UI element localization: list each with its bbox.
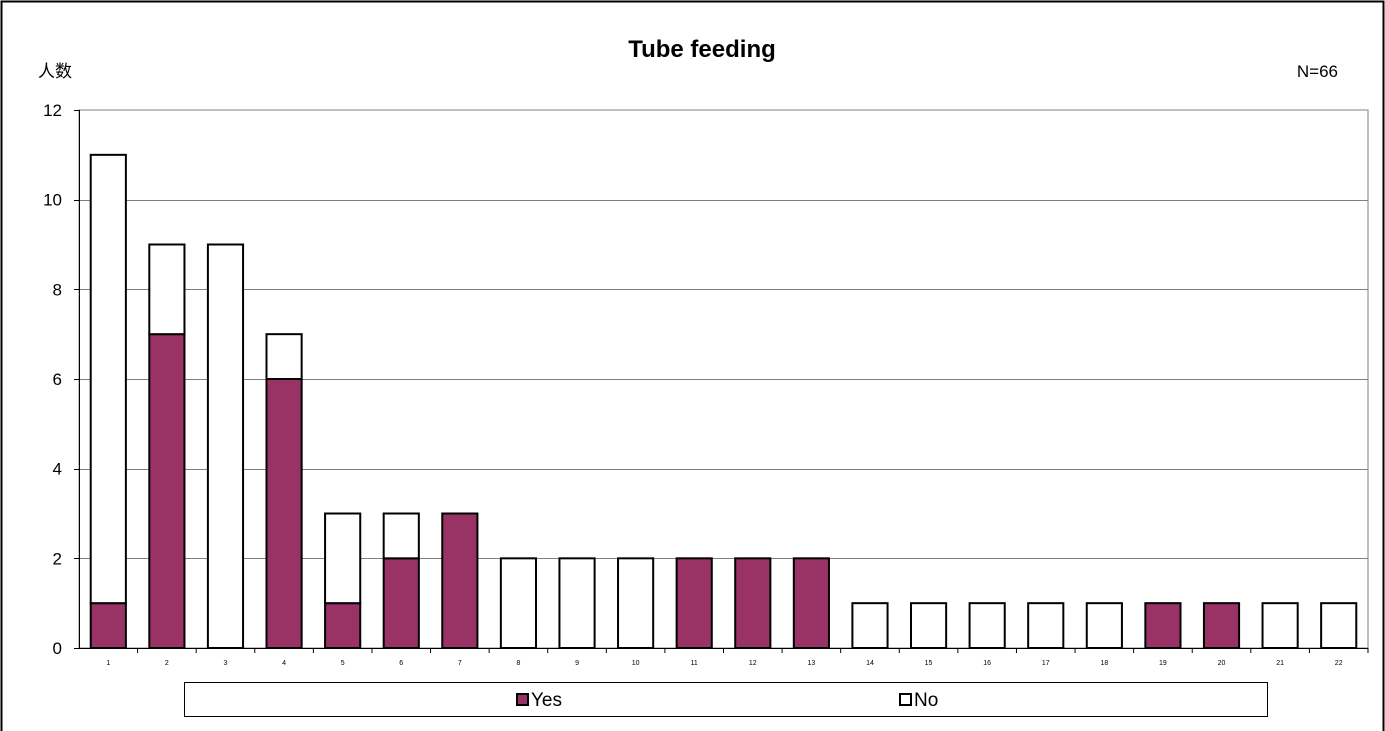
bar-yes-4	[265, 378, 303, 649]
x-tick-label: 11	[691, 660, 698, 667]
y-tick-label: 0	[53, 639, 62, 658]
y-tick-label: 12	[43, 101, 62, 120]
bar-no-3	[206, 243, 245, 649]
x-tick-label: 20	[1218, 660, 1226, 667]
bar-yes-7	[441, 512, 479, 649]
bar-no-5	[324, 512, 362, 605]
bar-no-17	[1027, 602, 1065, 650]
bar-yes-5	[324, 602, 362, 650]
x-tick-label: 2	[165, 660, 169, 667]
y-tick-label: 6	[53, 370, 62, 389]
bar-yes-20	[1202, 602, 1241, 650]
bar-no-10	[617, 557, 655, 649]
x-tick-label: 7	[458, 660, 462, 667]
bar-yes-1	[89, 602, 127, 650]
x-axis-ticks: 1 2 3 4 5 6 7 8 9 10 11 12 13 14 15 16 17 18 19 20 21 22	[106, 648, 1369, 667]
x-tick-label: 18	[1100, 660, 1108, 667]
y-axis-ticks: 0 2 4 6 8 10 12	[43, 101, 79, 658]
bar-no-2	[148, 243, 186, 336]
y-axis-label: 人数	[38, 62, 72, 82]
bar-yes-19	[1144, 602, 1182, 650]
x-tick-label: 16	[983, 660, 991, 667]
bars	[89, 153, 1358, 650]
y-tick-label: 8	[53, 280, 62, 299]
x-tick-label: 1	[106, 660, 110, 667]
legend-swatch-no	[899, 693, 912, 706]
x-tick-label: 8	[516, 660, 520, 667]
bar-no-6	[382, 512, 420, 560]
bar-no-16	[968, 602, 1006, 650]
bar-no-22	[1320, 602, 1358, 650]
y-tick-label: 4	[53, 460, 62, 479]
x-tick-label: 9	[575, 660, 579, 667]
bar-yes-11	[675, 557, 713, 649]
bar-no-18	[1085, 602, 1123, 650]
legend: Yes No	[184, 682, 1268, 717]
x-tick-label: 12	[749, 660, 757, 667]
bar-yes-6	[382, 557, 420, 649]
legend-box	[184, 682, 1268, 717]
bar-no-14	[851, 602, 889, 650]
x-tick-label: 15	[925, 660, 933, 667]
bar-yes-2	[148, 333, 186, 649]
bar-no-9	[558, 557, 596, 649]
legend-swatch-yes	[516, 693, 529, 706]
x-tick-label: 6	[399, 660, 403, 667]
x-tick-label: 3	[224, 660, 228, 667]
y-tick-label: 10	[43, 191, 62, 210]
bar-yes-13	[792, 557, 830, 649]
bar-no-4	[265, 333, 303, 380]
x-tick-label: 10	[632, 660, 640, 667]
sample-size-note: N=66	[1297, 62, 1338, 81]
chart-title: Tube feeding	[628, 36, 776, 63]
x-tick-label: 14	[866, 660, 874, 667]
x-tick-label: 4	[282, 660, 286, 667]
bar-no-15	[909, 602, 948, 650]
y-tick-label: 2	[53, 549, 62, 568]
x-tick-label: 19	[1159, 660, 1167, 667]
bar-no-1	[89, 153, 127, 605]
x-tick-label: 21	[1276, 660, 1284, 667]
legend-label-yes: Yes	[531, 690, 562, 711]
bar-yes-12	[734, 557, 772, 649]
x-tick-label: 22	[1335, 660, 1343, 667]
legend-label-no: No	[914, 690, 938, 711]
x-tick-label: 5	[341, 660, 345, 667]
bar-no-21	[1261, 602, 1299, 650]
x-tick-label: 13	[807, 660, 815, 667]
bar-no-8	[499, 557, 538, 649]
x-tick-label: 17	[1042, 660, 1050, 667]
